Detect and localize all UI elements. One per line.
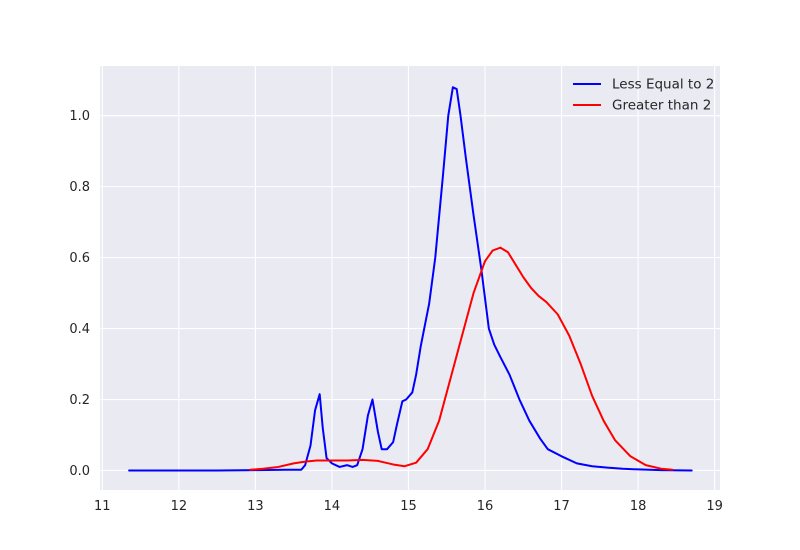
y-tick-label: 0.8 bbox=[69, 180, 90, 195]
x-tick-label: 17 bbox=[553, 499, 570, 514]
series-line-1 bbox=[249, 246, 674, 471]
x-tick-label: 14 bbox=[324, 499, 341, 514]
y-axis-ticks: 0.0 0.2 0.4 0.6 0.8 1.0 bbox=[69, 109, 90, 479]
x-tick-label: 18 bbox=[630, 499, 647, 514]
y-tick-label: 0.4 bbox=[69, 322, 90, 337]
y-tick-label: 0.6 bbox=[69, 251, 90, 266]
y-tick-label: 0.0 bbox=[69, 464, 90, 479]
legend-label: Less Equal to 2 bbox=[612, 77, 714, 93]
x-tick-label: 16 bbox=[477, 499, 494, 514]
x-tick-label: 12 bbox=[171, 499, 188, 514]
x-tick-label: 15 bbox=[400, 499, 417, 514]
y-tick-label: 1.0 bbox=[69, 109, 90, 124]
x-tick-label: 19 bbox=[706, 499, 723, 514]
series-layer bbox=[128, 86, 693, 472]
x-tick-label: 11 bbox=[94, 499, 111, 514]
legend-label: Greater than 2 bbox=[612, 98, 711, 114]
grid bbox=[100, 66, 720, 490]
y-tick-label: 0.2 bbox=[69, 393, 90, 408]
series-line-0 bbox=[128, 86, 693, 472]
x-axis-ticks: 11 12 13 14 15 16 17 18 19 bbox=[94, 499, 723, 514]
x-tick-label: 13 bbox=[247, 499, 264, 514]
legend: Less Equal to 2 Greater than 2 bbox=[573, 77, 714, 114]
plot-background bbox=[100, 66, 720, 490]
